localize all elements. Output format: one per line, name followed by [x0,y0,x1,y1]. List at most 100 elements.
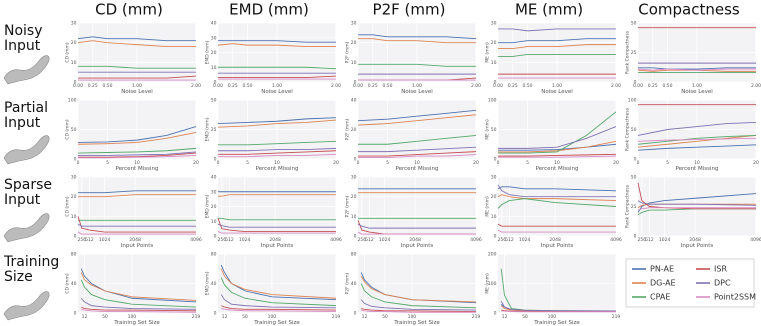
series-line [77,231,196,235]
series-line [361,309,476,313]
series-line [358,63,476,67]
y-axis-label: EMD (mm) [205,40,211,64]
y-axis-label: EMD (mm) [205,271,211,295]
x-tick-label: 5 [666,160,669,166]
y-axis-label: ME (mm) [485,42,491,63]
y-tick-label: 25 [211,127,217,133]
series-line [77,223,196,227]
x-tick-label: 20 [473,160,479,166]
shape-icon [3,213,50,243]
y-tick-label: 0 [354,80,357,86]
x-tick-label: 512 [645,237,654,243]
x-axis-label: Input Points [681,243,714,249]
x-tick-label: 256 [358,237,367,243]
x-tick-label: 219 [612,314,621,320]
x-tick-label: 0.25 [228,83,238,89]
x-tick-label: 0.50 [662,83,672,89]
legend-label: DPC [714,279,731,288]
series-line [218,217,336,221]
x-tick-label: 1024 [519,237,531,243]
series-line [637,121,757,136]
x-tick-label: 20 [753,160,759,166]
series-line [638,67,756,70]
y-tick-label: 30 [351,175,357,181]
y-axis-label: EMD (mm) [205,117,211,141]
y-tick-label: 50 [211,98,217,104]
y-axis-label: ME (mm) [485,273,491,294]
column-header: ME (mm) [515,1,583,19]
y-tick-label: 0 [354,234,357,240]
x-tick-label: 256 [638,237,647,243]
x-tick-label: 12 [362,314,368,320]
x-tick-label: 0.00 [493,83,503,89]
x-tick-label: 1.00 [132,83,142,89]
y-tick-label: 20 [351,40,357,46]
x-tick-label: 0.00 [213,83,223,89]
y-tick-label: 30 [211,189,217,195]
series-line [218,66,337,70]
x-axis-label: Input Points [401,243,434,249]
y-axis-label: CD (mm) [65,42,71,63]
y-axis-label: P2F (mm) [345,195,351,217]
x-tick-label: 0 [217,160,220,166]
y-tick-label: 200 [488,252,497,258]
x-tick-label: 5 [386,160,389,166]
column-header: CD (mm) [95,1,163,19]
y-tick-label: 0 [74,80,77,86]
series-line [357,231,476,235]
row-header: Sparse Input [4,177,53,208]
series-line [637,134,757,148]
y-axis-label: CD (mm) [65,196,71,217]
y-tick-label: 20 [351,127,357,133]
y-tick-label: 0 [74,311,77,317]
y-tick-label: 30 [71,175,77,181]
x-axis-label: Percent Missing [396,166,439,172]
series-line [637,207,756,211]
series-line [498,44,616,50]
series-line [361,308,477,312]
series-line [498,140,617,153]
series-line [77,40,196,48]
y-axis-label: Rank Compactness [625,30,631,74]
plot-area [358,177,476,236]
x-tick-label: 0 [637,160,640,166]
series-line [637,182,756,210]
series-line [218,194,336,197]
x-tick-label: 2.00 [331,83,341,89]
x-tick-label: 256 [218,237,227,243]
y-tick-label: 10 [491,214,497,220]
x-axis-label: Training Set Size [533,320,580,326]
series-line [78,152,197,158]
y-tick-label: 30 [71,21,77,27]
series-line [637,193,757,213]
x-tick-label: 2048 [129,237,141,243]
x-tick-label: 2048 [689,237,701,243]
series-line [220,268,337,299]
x-tick-label: 100 [548,314,557,320]
y-tick-label: 0 [494,311,497,317]
y-tick-label: 40 [211,21,217,27]
y-tick-label: 10 [71,60,77,66]
x-tick-label: 20 [193,160,199,166]
x-axis-label: Percent Missing [116,166,159,172]
series-line [497,229,616,233]
x-tick-label: 100 [408,314,417,320]
series-line [360,283,477,309]
series-line [498,111,617,154]
column-header: P2F (mm) [373,1,446,19]
y-tick-label: 100 [488,98,497,104]
y-tick-label: 20 [71,194,77,200]
series-line [217,231,336,234]
series-line [77,147,197,154]
x-tick-label: 10 [554,160,560,166]
y-tick-label: 100 [488,281,497,287]
y-tick-label: 0 [634,234,637,240]
x-tick-label: 50 [382,314,388,320]
y-tick-label: 80 [211,252,217,258]
x-tick-label: 2.00 [471,83,481,89]
x-tick-label: 0 [357,160,360,166]
x-tick-label: 50 [242,314,248,320]
x-tick-label: 219 [472,314,481,320]
